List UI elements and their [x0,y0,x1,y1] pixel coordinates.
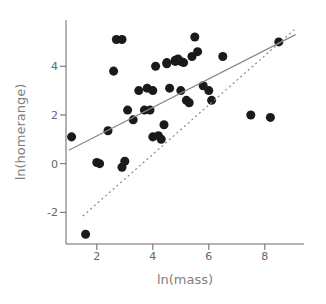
svg-text:6: 6 [205,250,212,263]
svg-text:2: 2 [93,250,100,263]
svg-text:ln(homerange): ln(homerange) [13,84,28,181]
svg-text:2: 2 [51,109,58,122]
svg-text:0: 0 [51,158,58,171]
svg-text:4: 4 [51,60,58,73]
svg-text:4: 4 [149,250,156,263]
svg-text:8: 8 [261,250,268,263]
svg-text:ln(mass): ln(mass) [157,272,213,287]
svg-text:-2: -2 [47,206,58,219]
